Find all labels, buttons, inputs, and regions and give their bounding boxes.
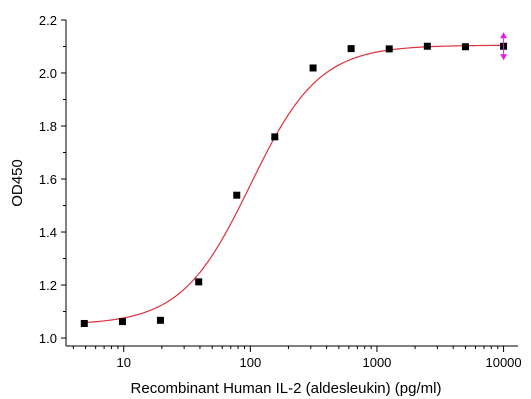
- y-tick-label: 2.2: [39, 13, 57, 28]
- range-marker: [500, 32, 508, 61]
- marker-arrow-down: [500, 54, 508, 61]
- marker-arrow-up: [500, 32, 508, 39]
- data-point: [271, 133, 279, 141]
- data-point: [118, 318, 126, 326]
- x-tick-label: 1000: [362, 355, 391, 370]
- data-point: [233, 191, 241, 199]
- data-points: [80, 42, 508, 327]
- y-tick-label: 1.4: [39, 225, 57, 240]
- y-tick-label: 1.6: [39, 172, 57, 187]
- y-axis-label: OD450: [9, 159, 26, 207]
- data-point: [80, 319, 88, 327]
- x-axis-label: Recombinant Human IL-2 (aldesleukin) (pg…: [131, 380, 442, 397]
- y-tick-label: 2.0: [39, 66, 57, 81]
- data-point: [461, 43, 469, 51]
- fit-curve-group: [84, 44, 504, 324]
- fit-curve: [84, 44, 504, 324]
- x-tick-label: 10: [116, 355, 130, 370]
- y-tick-label: 1.0: [39, 331, 57, 346]
- data-point: [347, 45, 355, 53]
- data-point: [423, 42, 431, 50]
- data-point: [309, 64, 317, 72]
- y-tick-label: 1.8: [39, 119, 57, 134]
- x-tick-label: 10000: [485, 355, 521, 370]
- data-point: [156, 316, 164, 324]
- axes: 1.0 1.2 1.4 1.6 1.8 2.0 2.2 10 100 1000 10000: [39, 13, 522, 370]
- data-point: [385, 45, 393, 53]
- data-point: [195, 278, 203, 286]
- x-tick-label: 100: [239, 355, 261, 370]
- y-tick-label: 1.2: [39, 278, 57, 293]
